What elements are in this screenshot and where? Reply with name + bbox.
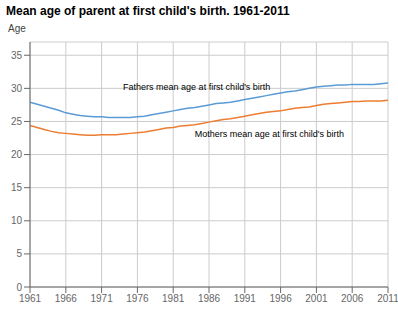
svg-text:1991: 1991 (234, 293, 257, 304)
svg-text:20: 20 (11, 149, 23, 160)
svg-text:15: 15 (11, 182, 23, 193)
svg-text:1971: 1971 (90, 293, 113, 304)
svg-text:0: 0 (16, 282, 22, 293)
html-text:Mean age of parent at first ch: Mean age of parent at first child's birt… (6, 4, 290, 18)
svg-text:Fathers mean age at first chil: Fathers mean age at first child's birth (123, 82, 270, 92)
svg-text:1966: 1966 (55, 293, 78, 304)
svg-text:2011: 2011 (377, 293, 390, 304)
svg-text:1996: 1996 (269, 293, 292, 304)
svg-text:2006: 2006 (341, 293, 364, 304)
svg-text:30: 30 (11, 83, 23, 94)
svg-text:1961: 1961 (19, 293, 42, 304)
svg-text:Mothers mean age at first chil: Mothers mean age at first child's birth (195, 129, 344, 139)
svg-text:2001: 2001 (305, 293, 328, 304)
svg-text:5: 5 (16, 248, 22, 259)
svg-text:1981: 1981 (162, 293, 185, 304)
html-text:Age: Age (8, 23, 26, 34)
svg-text:1986: 1986 (198, 293, 221, 304)
svg-text:25: 25 (11, 116, 23, 127)
svg-text:35: 35 (11, 50, 23, 61)
svg-text:10: 10 (11, 215, 23, 226)
svg-text:1976: 1976 (126, 293, 149, 304)
